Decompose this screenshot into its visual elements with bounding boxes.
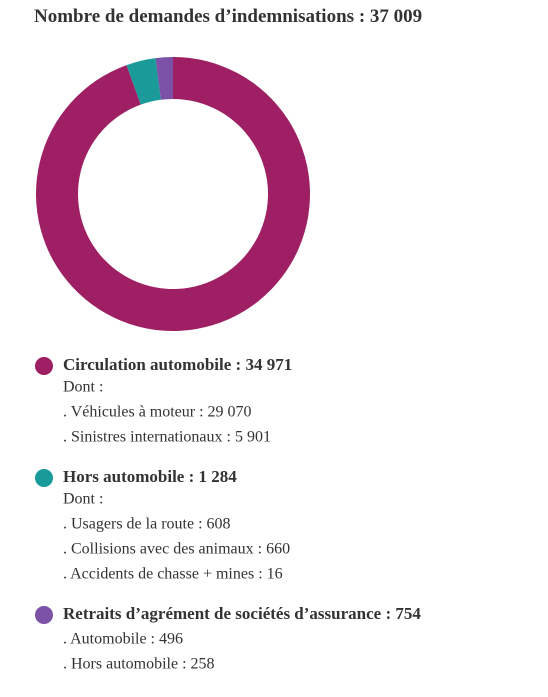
detail-intro: Dont :: [63, 379, 103, 396]
title-separator: :: [354, 6, 370, 27]
legend-separator: :: [184, 467, 198, 486]
legend-separator: :: [231, 355, 245, 374]
legend-category: Circulation automobile: [63, 355, 232, 374]
detail-item: . Hors automobile : 258: [63, 656, 215, 673]
legend-marker: [35, 357, 53, 375]
detail-item: . Automobile : 496: [63, 631, 183, 648]
legend-label: Hors automobile : 1 284: [63, 467, 237, 486]
detail-item: . Sinistres internationaux : 5 901: [63, 429, 271, 446]
legend-category: Hors automobile: [63, 467, 185, 486]
legend-separator: :: [381, 604, 395, 623]
detail-intro: Dont :: [63, 491, 103, 508]
donut-slice: [126, 58, 161, 105]
detail-item: . Usagers de la route : 608: [63, 516, 231, 533]
detail-item: . Accidents de chasse + mines : 16: [63, 566, 283, 583]
title-text: Nombre de demandes d’indemnisations: [34, 6, 354, 27]
legend-category: Retraits d’agrément de sociétés d’assura…: [63, 604, 382, 623]
legend-marker: [35, 469, 53, 487]
detail-item: . Véhicules à moteur : 29 070: [63, 404, 252, 421]
legend-label: Circulation automobile : 34 971: [63, 355, 292, 374]
legend-value: 754: [395, 604, 421, 623]
legend-label: Retraits d’agrément de sociétés d’assura…: [63, 604, 421, 623]
donut-slice: [35, 57, 310, 331]
chart-title: Nombre de demandes d’indemnisations : 37…: [34, 6, 422, 27]
detail-item: . Collisions avec des animaux : 660: [63, 541, 290, 558]
donut-slice: [155, 57, 173, 100]
total-label: 37 009: [370, 6, 422, 27]
legend-value: 1 284: [199, 467, 238, 486]
legend-marker: [35, 606, 53, 624]
legend-value: 34 971: [245, 355, 292, 374]
